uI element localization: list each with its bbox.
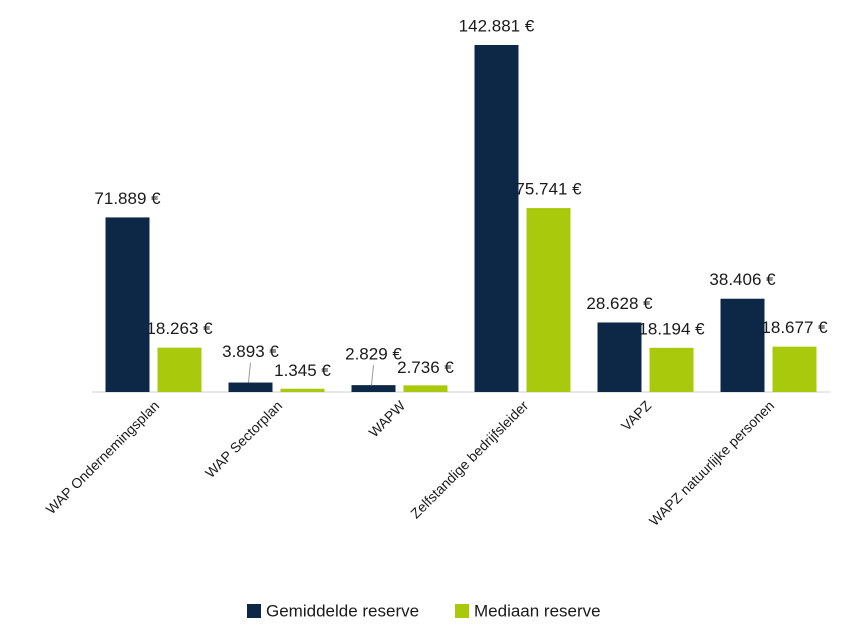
bar (720, 298, 765, 392)
bar (280, 388, 325, 392)
x-tick-label: WAPZ natuurlijke personen (646, 397, 777, 528)
leader-line (248, 362, 251, 383)
bar (649, 347, 694, 392)
legend: Gemiddelde reserve Mediaan reserve (247, 601, 601, 620)
value-label: 142.881 € (459, 16, 535, 35)
x-tick-label: WAPW (365, 397, 408, 440)
value-label: 18.263 € (146, 319, 213, 338)
value-label: 2.829 € (345, 345, 402, 364)
bar (105, 217, 150, 392)
value-label: 18.194 € (638, 319, 705, 338)
bar (228, 382, 273, 392)
value-label: 2.736 € (397, 358, 454, 377)
value-label: 75.741 € (515, 180, 582, 199)
value-label: 71.889 € (94, 189, 161, 208)
value-label: 3.893 € (222, 342, 279, 361)
value-label: 28.628 € (586, 294, 653, 313)
value-label: 1.345 € (274, 361, 331, 380)
bar (772, 346, 817, 392)
leader-line (371, 365, 374, 386)
legend-swatch (247, 604, 261, 618)
x-tick-label: WAP Ondernemingsplan (43, 397, 163, 517)
x-tick-label: VAPZ (618, 397, 655, 434)
legend-swatch (455, 604, 469, 618)
x-tick-label: WAP Sectorplan (202, 397, 285, 480)
x-tick-label: Zelfstandige bedrijfsleider (407, 397, 531, 521)
bar (526, 208, 571, 392)
bar (474, 45, 519, 392)
value-label: 18.677 € (761, 318, 828, 337)
value-label: 38.406 € (709, 270, 776, 289)
bar (597, 322, 642, 392)
legend-label: Mediaan reserve (474, 601, 601, 620)
bar (351, 385, 396, 392)
bar (403, 385, 448, 392)
bar (157, 347, 202, 392)
legend-label: Gemiddelde reserve (266, 601, 419, 620)
